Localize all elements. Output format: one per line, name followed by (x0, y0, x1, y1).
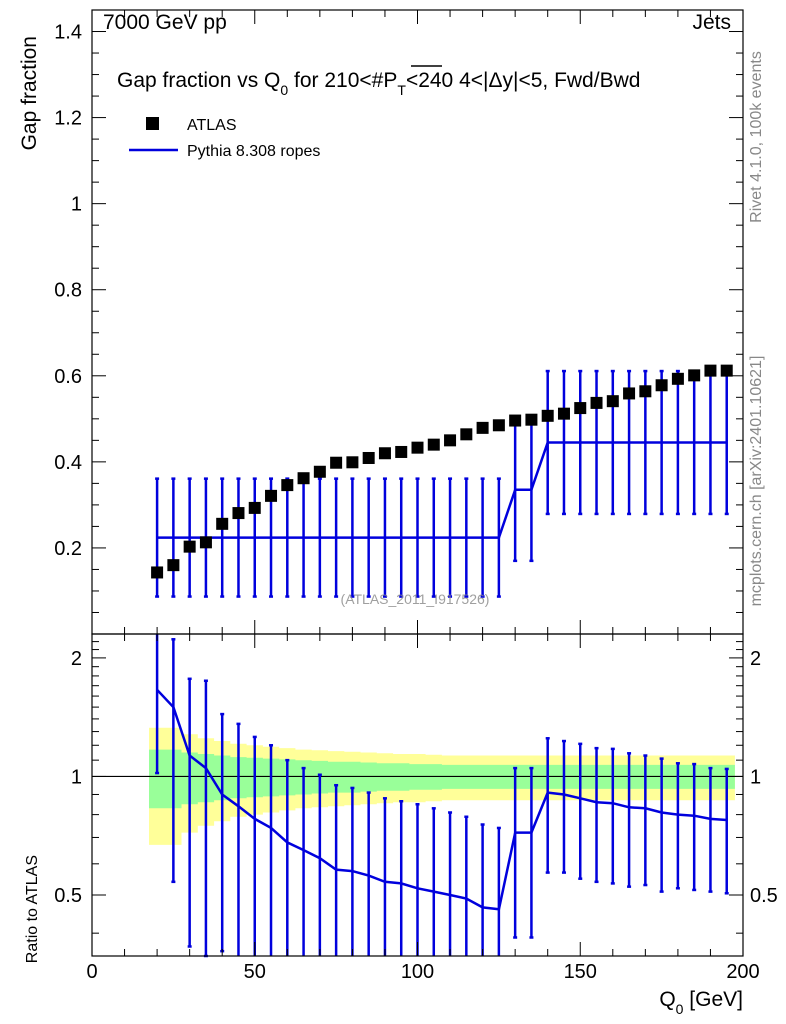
process-label: Jets (692, 11, 731, 34)
y-tick-label: 1.4 (54, 22, 82, 44)
legend-atlas-marker (146, 117, 159, 130)
atlas-point (281, 479, 294, 492)
atlas-point (590, 396, 603, 409)
atlas-point (362, 451, 375, 464)
atlas-point (639, 385, 652, 398)
ratio-line (156, 688, 727, 911)
atlas-point (574, 402, 587, 415)
ratio-tick-label-right: 0.5 (750, 885, 778, 907)
title-mid: for 210<# (288, 69, 383, 92)
main-panel: 0.2 0.4 0.6 0.8 1 1.2 1.4 (54, 9, 744, 635)
atlas-point (330, 456, 343, 469)
y-tick-label: 0.2 (54, 538, 82, 560)
atlas-point (623, 387, 636, 400)
atlas-point (525, 413, 538, 426)
atlas-point (151, 566, 164, 579)
atlas-point (655, 379, 668, 392)
x-tick-label: 0 (86, 961, 97, 983)
atlas-point (444, 434, 457, 447)
atlas-point (476, 421, 489, 434)
ratio-tick-label-right: 1 (750, 766, 761, 788)
y-tick-label: 0.4 (54, 452, 82, 474)
atlas-point (248, 501, 261, 514)
y-tick-label: 0.6 (54, 366, 82, 388)
title-ptsub: T (397, 82, 406, 98)
x-tick-label: 100 (401, 961, 434, 983)
ratio-tick-label-left: 2 (71, 648, 82, 670)
atlas-point (688, 369, 701, 382)
x-axis-label-unit: [GeV] (683, 988, 743, 1011)
ratio-band-stat (149, 749, 735, 809)
analysis-watermark: (ATLAS_2011_I917526) (341, 591, 490, 607)
ratio-tick-label-right: 2 (750, 648, 761, 670)
atlas-point (541, 409, 554, 422)
atlas-point (265, 489, 278, 502)
atlas-point (378, 447, 391, 460)
x-tick-label: 200 (726, 961, 759, 983)
y-axis-label: Gap fraction (18, 36, 41, 150)
atlas-point (313, 465, 326, 478)
title-pt: P (383, 69, 397, 92)
legend-mc-label: Pythia 8.308 ropes (187, 143, 320, 160)
x-tick-label: 150 (564, 961, 597, 983)
ratio-tick-label-left: 0.5 (54, 885, 82, 907)
atlas-point (427, 438, 440, 451)
atlas-point (216, 517, 229, 530)
y-tick-label: 0.8 (54, 280, 82, 302)
plot-title: Gap fraction vs Q0 for 210<#PT<240 4<|Δy… (117, 69, 640, 98)
atlas-point (509, 414, 522, 427)
atlas-point (671, 372, 684, 385)
title-sub0: 0 (280, 82, 288, 98)
mcplots-label: mcplots.cern.ch [arXiv:2401.10621] (748, 356, 765, 607)
atlas-point (557, 407, 570, 420)
x-tick-label: 50 (244, 961, 266, 983)
atlas-point (606, 395, 619, 408)
atlas-point (297, 472, 310, 485)
mc-line (157, 441, 727, 539)
atlas-point (720, 364, 733, 377)
atlas-point (411, 441, 424, 454)
ratio-panel: 0 50 100 150 200 0.5 0.5 1 1 2 2 (54, 633, 778, 983)
energy-label: 7000 GeV pp (103, 11, 227, 34)
legend-atlas-label: ATLAS (187, 117, 237, 134)
atlas-point (167, 559, 180, 572)
ratio-tick-label-left: 1 (71, 766, 82, 788)
ratio-y-axis-label: Ratio to ATLAS (24, 855, 41, 963)
x-axis-label: Q0 [GeV] (659, 988, 743, 1017)
y-tick-label: 1 (71, 194, 82, 216)
atlas-point (395, 445, 408, 458)
x-axis-label-sub: 0 (676, 1001, 684, 1017)
atlas-point (704, 364, 717, 377)
atlas-point (183, 540, 196, 553)
title-pre: Gap fraction vs Q (117, 69, 280, 92)
rivet-label: Rivet 4.1.0, 100k events (748, 51, 765, 223)
atlas-point (232, 507, 245, 520)
atlas-point (199, 536, 212, 549)
y-tick-label: 1.2 (54, 108, 82, 130)
atlas-point (460, 428, 473, 441)
atlas-point (346, 456, 359, 469)
title-post: <240 4<|Δy|<5, Fwd/Bwd (406, 69, 641, 92)
x-axis-label-main: Q (659, 988, 675, 1011)
atlas-point (492, 419, 505, 432)
